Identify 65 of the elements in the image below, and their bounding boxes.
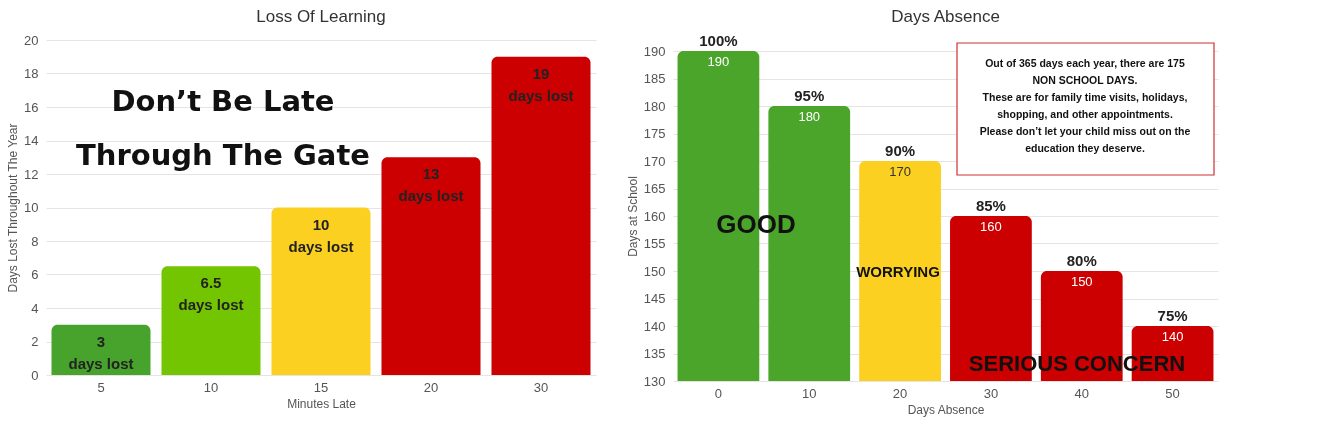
x-tick-label: 30 — [533, 379, 549, 395]
annotation: 95% — [794, 87, 825, 104]
x-tick-label: 5 — [97, 379, 105, 395]
x-tick-label: 40 — [1074, 385, 1089, 401]
annotation: Out of 365 days each year, there are 175 NON SCHOOL DAYS. These are for family time visits, holidays, shopping, and other appointments. Please don’t let your child miss out on the education they deserve. — [979, 57, 1191, 154]
y-axis-title: Days at School — [625, 176, 640, 257]
y-tick-label: 2 — [31, 334, 39, 349]
y-tick-label: 185 — [643, 71, 666, 86]
x-axis-title: Minutes Late — [287, 396, 357, 411]
y-tick-label: 18 — [24, 66, 39, 81]
data-label: 19 days lost — [508, 64, 574, 104]
annotation: 85% — [975, 197, 1006, 214]
y-tick-label: 175 — [643, 126, 666, 141]
bar — [51, 324, 151, 375]
chart-title: Loss Of Learning — [256, 7, 386, 26]
y-tick-label: 160 — [643, 208, 666, 224]
x-axis-title: Days Absence — [907, 402, 985, 417]
annotation: 100% — [699, 32, 738, 49]
data-label: 160 — [980, 219, 1002, 234]
y-tick-label: 12 — [24, 166, 39, 182]
y-axis-title: Days Lost Throughout The Year — [6, 123, 21, 293]
data-label: 140 — [1161, 329, 1184, 344]
x-tick-label: 10 — [203, 379, 219, 395]
y-tick-label: 8 — [31, 233, 39, 249]
y-tick-label: 170 — [643, 153, 666, 169]
y-tick-label: 0 — [31, 367, 39, 383]
y-tick-label: 140 — [643, 318, 666, 334]
data-label: 150 — [1070, 274, 1093, 289]
chart-title: Days Absence — [891, 7, 1000, 26]
x-tick-label: 0 — [714, 385, 723, 401]
y-tick-label: 16 — [24, 99, 39, 115]
bar — [381, 157, 481, 375]
annotation: 75% — [1157, 307, 1188, 324]
x-tick-label: 20 — [423, 379, 439, 395]
y-tick-label: 180 — [643, 98, 666, 114]
y-tick-label: 6 — [31, 267, 39, 282]
y-tick-label: 165 — [643, 181, 666, 196]
y-tick-label: 10 — [24, 200, 39, 215]
x-tick-label: 50 — [1165, 385, 1180, 401]
data-label: 6.5 days lost — [178, 274, 244, 314]
bar — [161, 266, 261, 375]
data-label: 10 days lost — [288, 215, 354, 255]
x-tick-label: 30 — [983, 385, 999, 401]
data-label: 180 — [798, 109, 821, 124]
data-label: 170 — [889, 164, 911, 179]
annotation: Don’t Be Late Through The Gate — [76, 84, 370, 172]
x-tick-label: 15 — [313, 379, 329, 395]
annotation: 80% — [1066, 252, 1097, 269]
y-tick-label: 190 — [643, 43, 666, 59]
y-tick-label: 130 — [643, 373, 666, 389]
y-tick-label: 135 — [643, 346, 666, 361]
data-label: 13 days lost — [398, 165, 464, 205]
y-tick-label: 20 — [24, 32, 39, 48]
data-label: 190 — [707, 54, 730, 69]
y-tick-label: 145 — [643, 291, 666, 306]
bar — [491, 56, 591, 375]
x-tick-label: 10 — [802, 385, 817, 401]
y-tick-label: 14 — [24, 133, 39, 148]
x-tick-label: 20 — [892, 385, 908, 401]
y-tick-label: 150 — [643, 263, 666, 279]
y-tick-label: 155 — [643, 236, 666, 251]
y-tick-label: 4 — [31, 300, 39, 316]
data-label: 3 days lost — [68, 332, 134, 372]
bar — [271, 207, 371, 375]
annotation: 90% — [885, 142, 916, 159]
